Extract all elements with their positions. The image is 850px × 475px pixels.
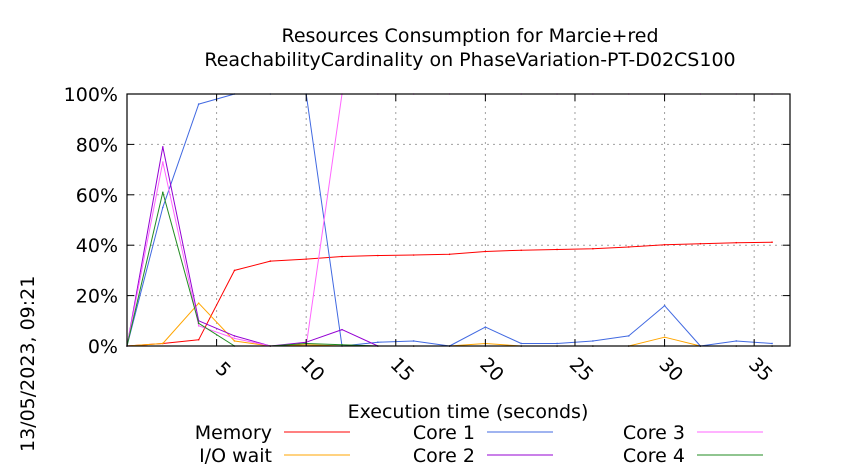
- data-point-core-1: [412, 340, 415, 342]
- legend-label-i-o-wait: I/O wait: [199, 445, 272, 467]
- data-point-memory: [663, 243, 666, 246]
- x-axis-label: Execution time (seconds): [348, 401, 589, 423]
- data-point-memory: [771, 241, 773, 243]
- timestamp-label: 13/05/2023, 09:21: [17, 276, 39, 452]
- y-tick-label: 100%: [64, 84, 118, 106]
- data-point-memory: [592, 247, 594, 250]
- legend-label-core-4: Core 4: [623, 445, 685, 467]
- data-point-core-1: [162, 206, 164, 209]
- data-point-core-1: [520, 342, 523, 345]
- x-tick-label: 15: [386, 353, 419, 386]
- grid-lines: [127, 94, 790, 346]
- y-tick-label: 20%: [76, 286, 118, 308]
- data-point-core-1: [484, 326, 487, 328]
- legend-label-core-1: Core 1: [413, 422, 475, 444]
- data-point-memory: [305, 258, 307, 260]
- series-line-core-4: [126, 191, 773, 347]
- x-tick-label: 30: [654, 353, 687, 386]
- data-point-core-1: [197, 103, 200, 105]
- data-point-i-o-wait: [233, 340, 236, 342]
- series-line-core-2: [126, 146, 773, 347]
- data-point-memory: [197, 338, 200, 341]
- y-tick-label: 0%: [88, 336, 118, 358]
- data-point-memory: [484, 250, 487, 253]
- plot-frame: [126, 93, 791, 347]
- series-lines: [126, 93, 773, 347]
- data-point-i-o-wait: [162, 342, 164, 345]
- data-point-i-o-wait: [197, 302, 200, 304]
- data-point-memory: [520, 249, 523, 252]
- data-point-memory: [556, 248, 558, 251]
- legend-label-core-3: Core 3: [623, 422, 685, 444]
- axis-ticks: [127, 93, 790, 347]
- y-tick-label: 60%: [76, 185, 118, 207]
- data-point-core-1: [735, 340, 738, 342]
- chart-title-line-2: ReachabilityCardinality on PhaseVariatio…: [204, 49, 735, 71]
- x-tick-label: 5: [211, 358, 235, 382]
- chart-title-line-1: Resources Consumption for Marcie+red: [281, 25, 658, 47]
- data-point-memory: [377, 254, 379, 257]
- data-point-core-1: [771, 342, 773, 345]
- data-point-memory: [627, 246, 630, 248]
- data-point-core-4: [341, 343, 343, 346]
- series-line-core-3: [126, 93, 773, 347]
- y-tick-label: 40%: [76, 235, 118, 257]
- data-point-memory: [269, 260, 272, 262]
- y-tick-labels: 0% 20% 40% 60% 80% 100%: [64, 84, 118, 358]
- data-point-core-2: [341, 328, 343, 331]
- x-tick-label: 10: [296, 353, 329, 386]
- data-point-core-3: [233, 337, 236, 340]
- y-tick-label: 80%: [76, 134, 118, 156]
- data-point-core-2: [162, 146, 164, 148]
- data-point-core-3: [197, 325, 200, 327]
- series-line-memory: [126, 241, 773, 347]
- data-point-memory: [233, 269, 236, 272]
- data-point-memory: [412, 254, 415, 256]
- legend-label-core-2: Core 2: [413, 445, 475, 467]
- data-point-memory: [699, 242, 702, 245]
- data-point-core-1: [592, 340, 594, 342]
- data-point-core-3: [162, 161, 164, 163]
- legend-label-memory: Memory: [195, 422, 272, 444]
- data-point-core-2: [233, 335, 236, 337]
- data-point-memory: [341, 255, 343, 258]
- x-tick-label: 20: [475, 353, 508, 386]
- data-point-i-o-wait: [663, 336, 666, 338]
- data-point-core-1: [663, 304, 666, 307]
- x-tick-label: 25: [565, 353, 598, 386]
- data-point-core-1: [627, 335, 630, 337]
- series-line-core-1: [126, 93, 773, 347]
- data-point-memory: [735, 241, 738, 244]
- data-point-core-4: [197, 322, 200, 325]
- data-point-core-1: [377, 341, 379, 344]
- data-point-core-4: [162, 191, 164, 194]
- x-tick-labels: 5 10 15 20 25 30 35: [211, 353, 777, 386]
- data-point-memory: [448, 253, 451, 256]
- data-point-core-1: [556, 342, 558, 345]
- x-tick-label: 35: [744, 353, 777, 386]
